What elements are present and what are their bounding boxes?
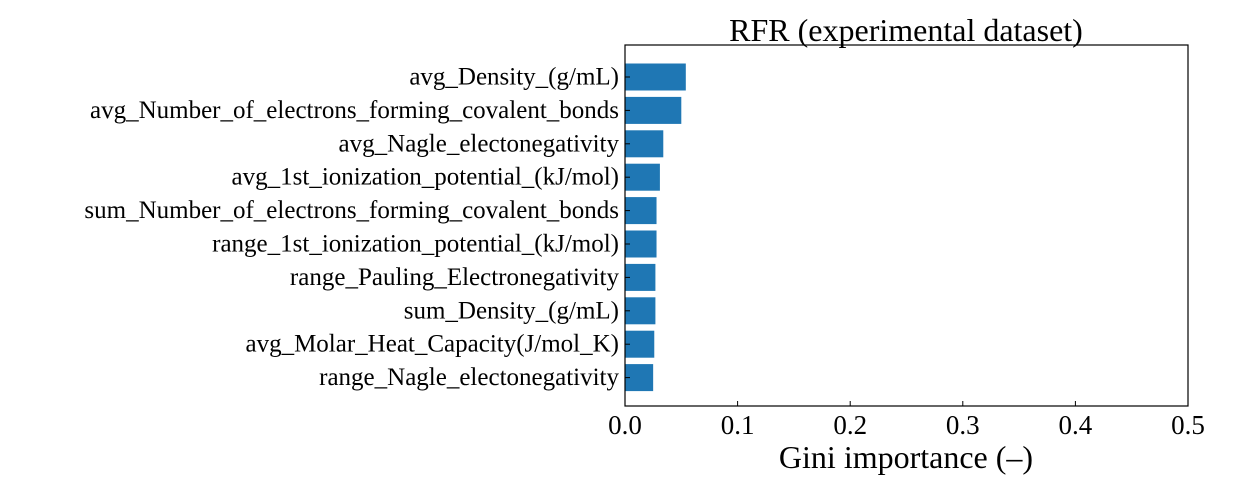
plot-frame bbox=[624, 44, 1189, 407]
bar bbox=[625, 130, 664, 158]
y-tick-label: range_Pauling_Electronegativity bbox=[290, 264, 620, 291]
bars bbox=[625, 63, 686, 392]
bar bbox=[625, 163, 660, 191]
y-tick-label: avg_1st_ionization_potential_(kJ/mol) bbox=[232, 164, 619, 191]
bar bbox=[625, 197, 657, 225]
y-tick-label: avg_Nagle_electonegativity bbox=[339, 130, 620, 157]
x-axis-label: Gini importance (–) bbox=[779, 439, 1033, 475]
x-tick-label: 0.4 bbox=[1059, 410, 1093, 440]
y-tick-label: avg_Molar_Heat_Capacity(J/mol_K) bbox=[245, 331, 619, 358]
y-tick-label: range_1st_ionization_potential_(kJ/mol) bbox=[212, 231, 619, 258]
y-tick-label: sum_Density_(g/mL) bbox=[404, 297, 619, 324]
x-tick-label: 0.5 bbox=[1171, 410, 1205, 440]
bar bbox=[625, 96, 682, 124]
x-tick-label: 0.3 bbox=[946, 410, 980, 440]
x-tick-label: 0.0 bbox=[608, 410, 642, 440]
bar bbox=[625, 63, 686, 91]
bar bbox=[625, 230, 657, 258]
x-tick-label: 0.2 bbox=[833, 410, 867, 440]
x-tick-label: 0.1 bbox=[721, 410, 755, 440]
bar bbox=[625, 263, 656, 291]
y-tick-label: range_Nagle_electonegativity bbox=[319, 364, 619, 391]
x-ticks: 0.0 0.1 0.2 0.3 0.4 0.5 bbox=[608, 401, 1205, 440]
y-tick-label: avg_Density_(g/mL) bbox=[409, 64, 619, 91]
chart-title: RFR (experimental dataset) bbox=[729, 12, 1083, 48]
y-tick-label: avg_Number_of_electrons_forming_covalent… bbox=[90, 97, 619, 124]
y-tick-labels: avg_Density_(g/mL) avg_Number_of_electron… bbox=[84, 64, 630, 391]
bar bbox=[625, 297, 656, 325]
y-tick-label: sum_Number_of_electrons_forming_covalent… bbox=[84, 197, 619, 224]
